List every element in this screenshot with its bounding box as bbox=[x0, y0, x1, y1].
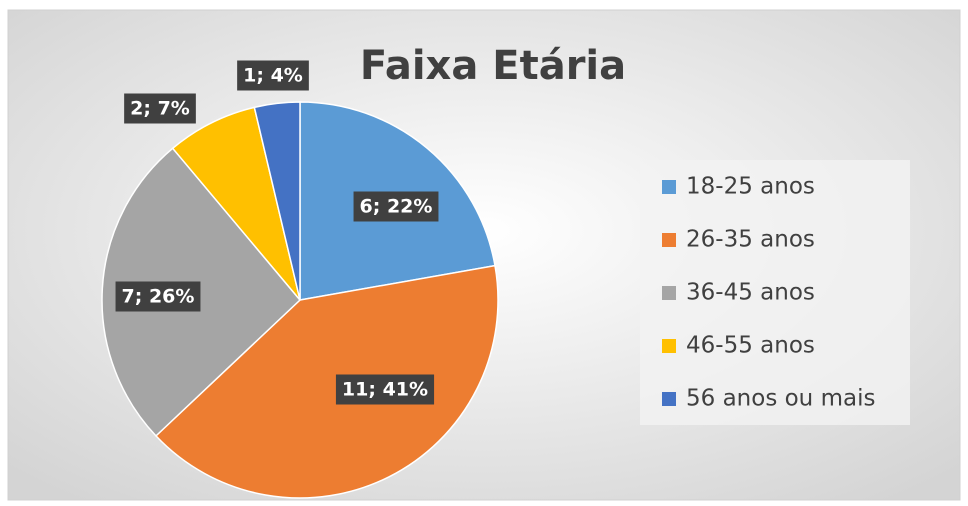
legend-label: 26-35 anos bbox=[686, 227, 815, 253]
legend-swatch bbox=[662, 233, 676, 247]
data-label: 6; 22% bbox=[360, 196, 433, 218]
legend-box bbox=[640, 160, 910, 425]
legend-swatch bbox=[662, 339, 676, 353]
chart-title: Faixa Etária bbox=[360, 43, 626, 89]
legend-swatch bbox=[662, 286, 676, 300]
legend-swatch bbox=[662, 180, 676, 194]
data-label: 1; 4% bbox=[243, 65, 303, 87]
data-label-box bbox=[237, 60, 309, 91]
data-label: 7; 26% bbox=[122, 286, 195, 308]
data-label: 11; 41% bbox=[342, 379, 428, 401]
data-label-box bbox=[115, 281, 201, 312]
legend-label: 36-45 anos bbox=[686, 280, 815, 306]
pie-slice bbox=[101, 147, 302, 437]
data-label: 2; 7% bbox=[130, 98, 190, 120]
data-label-box bbox=[335, 374, 435, 405]
data-label-box bbox=[353, 191, 439, 222]
legend-swatch bbox=[662, 392, 676, 406]
legend-label: 18-25 anos bbox=[686, 174, 815, 200]
data-label-box bbox=[124, 93, 196, 124]
pie-slice bbox=[154, 264, 499, 499]
legend-label: 46-55 anos bbox=[686, 333, 815, 359]
pie-slice bbox=[253, 101, 301, 301]
legend-label: 56 anos ou mais bbox=[686, 386, 875, 412]
